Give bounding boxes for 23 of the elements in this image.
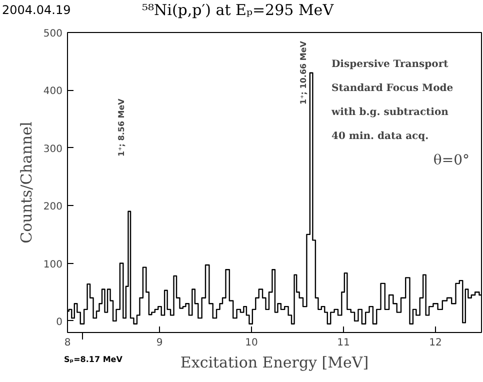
annotation: 1⁺; 10.66 MeV: [299, 40, 308, 104]
y-tick-label: 500: [43, 28, 63, 40]
x-tick-label: 8: [64, 338, 71, 348]
annotation: θ=0°: [433, 152, 470, 168]
annotation: 1⁺; 8.56 MeV: [117, 98, 126, 156]
annotation: 40 min. data acq.: [332, 131, 429, 142]
annotation: with b.g. subtraction: [330, 107, 450, 118]
text: Sₚ=8.17 MeV: [64, 354, 122, 366]
y-tick-label: 400: [43, 86, 63, 98]
chart-title: ⁵⁸Ni(p,p′) at Eₚ=295 MeV: [142, 0, 334, 21]
x-tick-label: 9: [156, 338, 163, 348]
annotation: Dispersive Transport: [332, 59, 449, 70]
y-tick-label: 100: [43, 259, 63, 270]
y-tick-label: 0: [56, 316, 63, 328]
x-axis-title: Excitation Energy [MeV]: [180, 354, 369, 372]
x-tick-label: 12: [429, 338, 442, 348]
annotation: Standard Focus Mode: [332, 83, 454, 94]
y-tick-label: 300: [43, 144, 63, 155]
x-tick-label: 11: [337, 338, 350, 348]
x-tick-label: 10: [245, 338, 258, 348]
y-axis-title: Counts/Channel: [17, 121, 36, 244]
text: 2004.04.19: [2, 2, 71, 19]
y-tick-label: 200: [43, 202, 63, 213]
